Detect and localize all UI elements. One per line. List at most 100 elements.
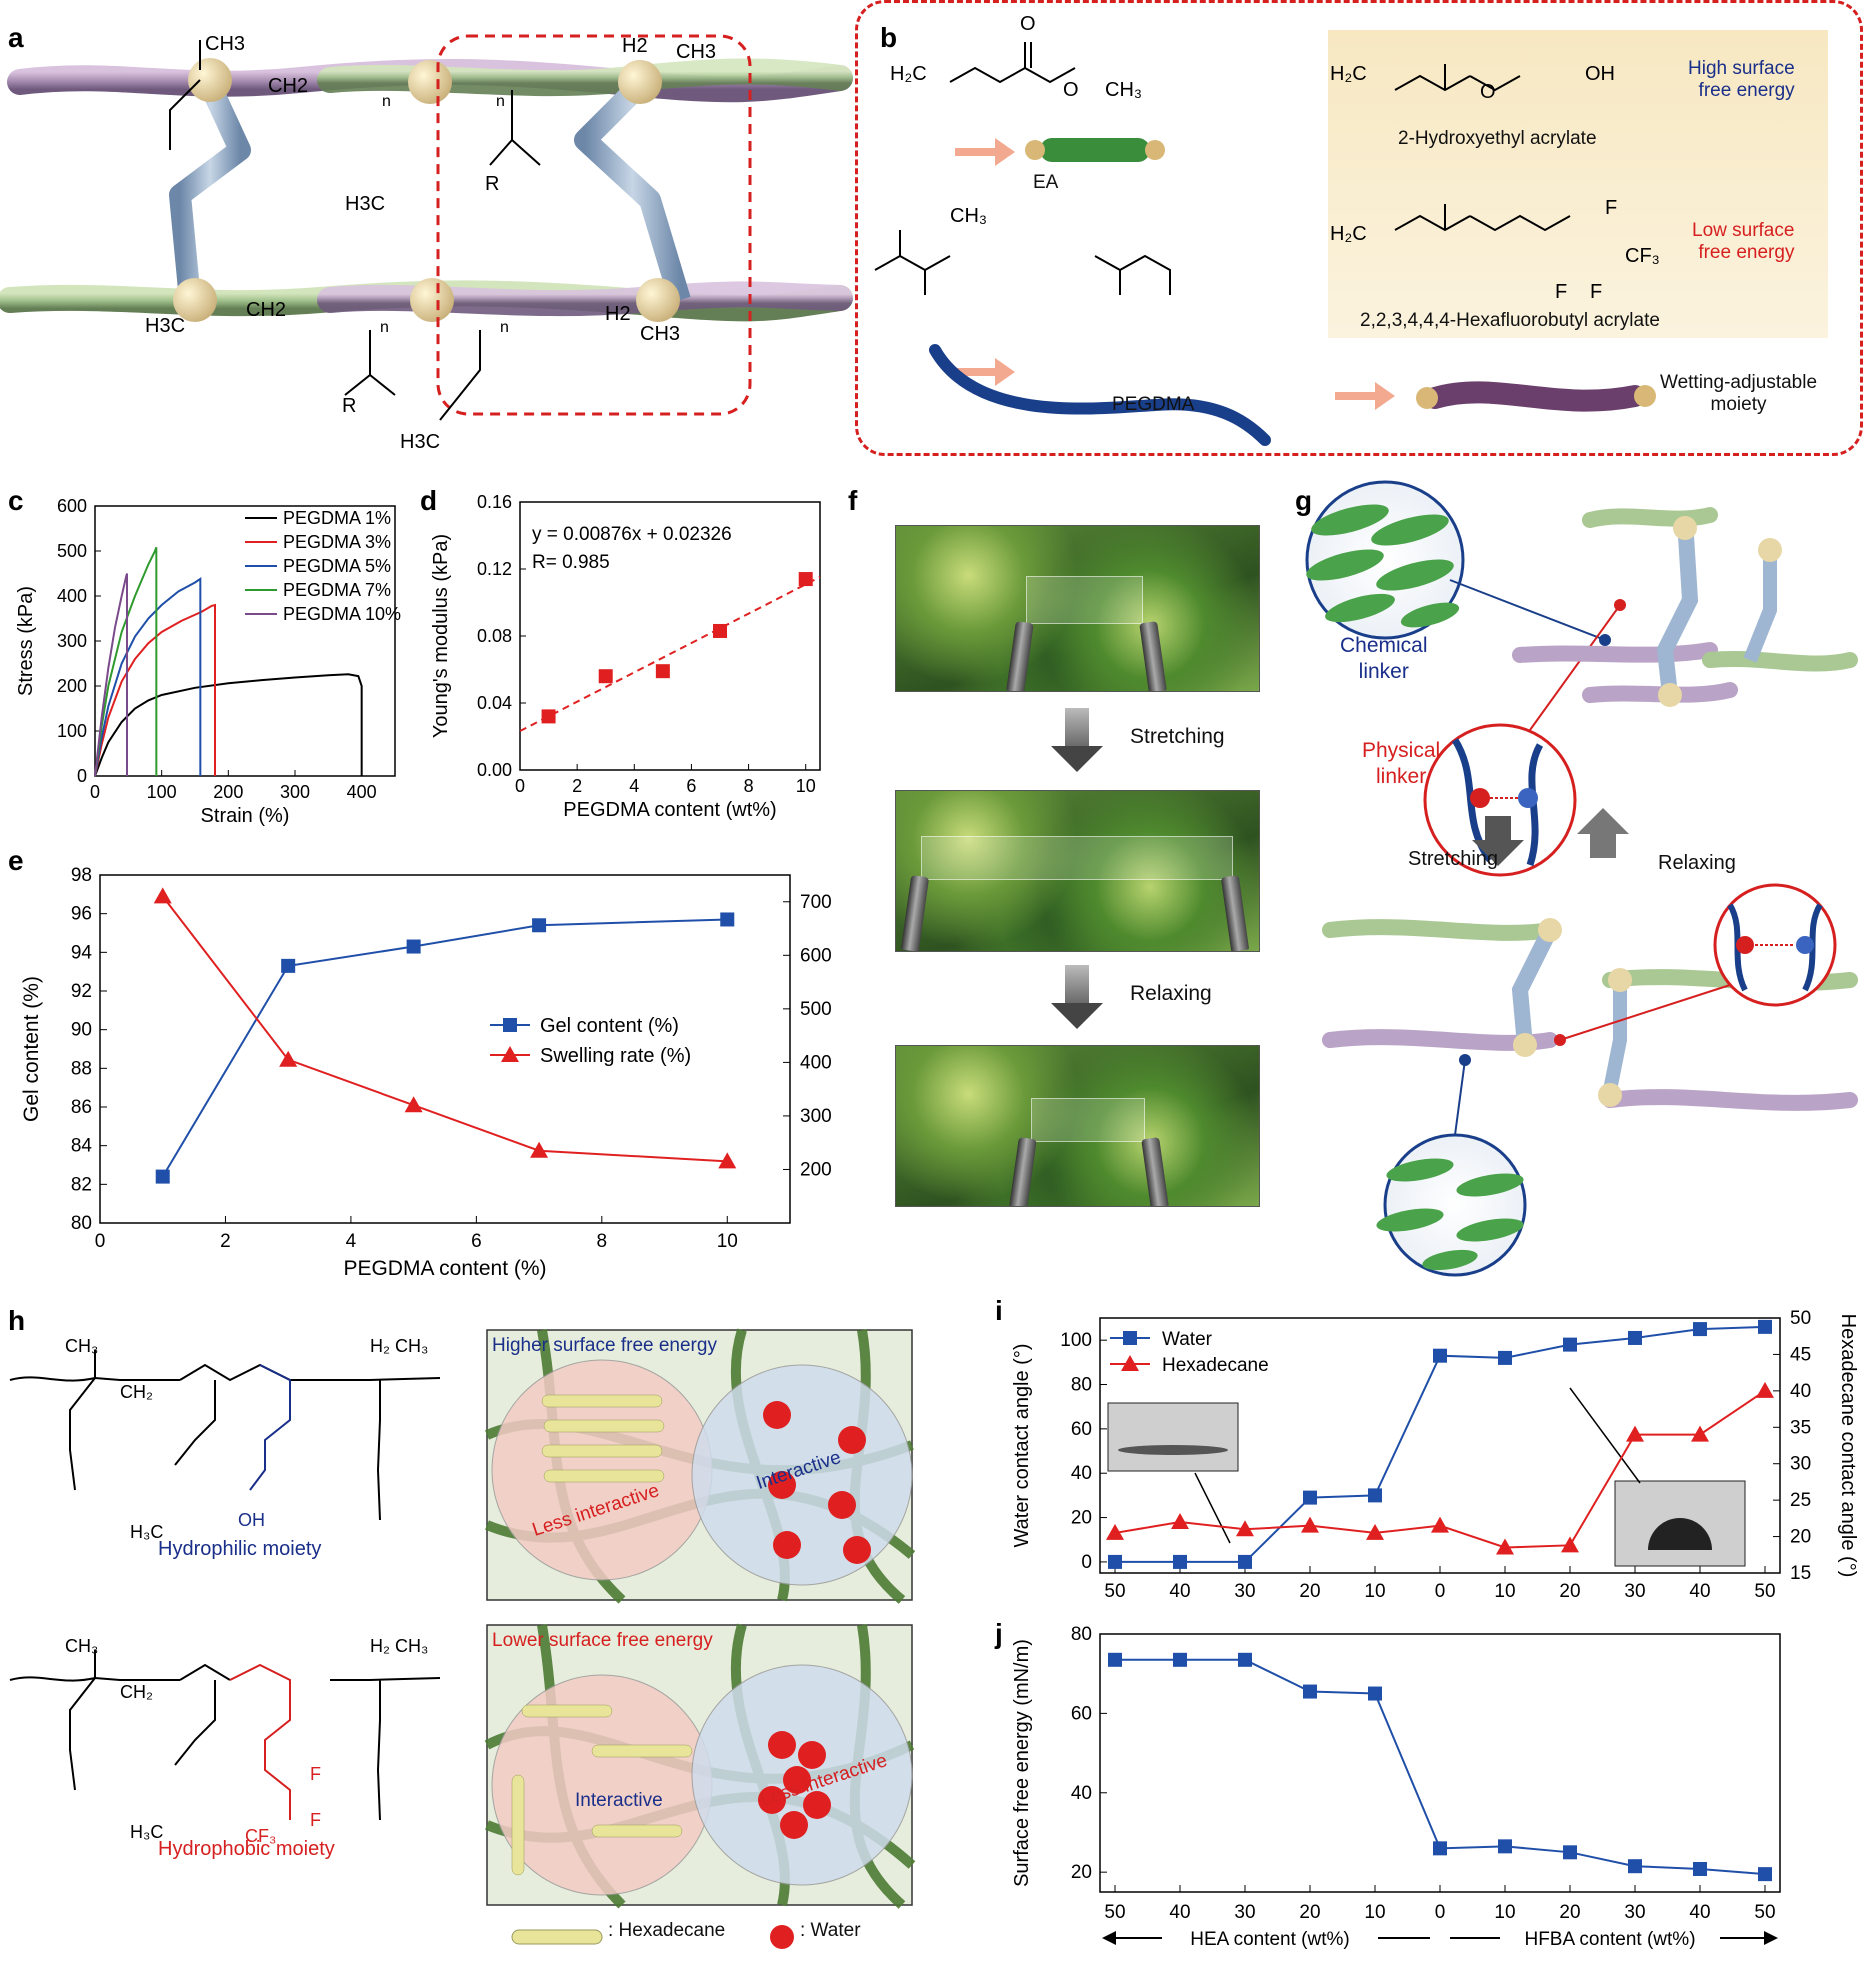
chem-label: CH₂	[120, 1382, 153, 1402]
node	[618, 60, 662, 104]
y2-tick-label: 25	[1790, 1490, 1811, 1511]
x-tick-label: 2	[220, 1231, 231, 1252]
arrow-right-icon	[955, 138, 1015, 166]
y-tick-label: 84	[71, 1136, 93, 1157]
data-point	[1758, 1867, 1772, 1882]
y2-axis-label: Hexadecane contact angle (°)	[1837, 1314, 1859, 1578]
data-point	[281, 958, 296, 973]
label-h2: H2	[622, 35, 648, 57]
legend-label: Gel content (%)	[540, 1015, 679, 1037]
x-tick-label: 4	[629, 776, 639, 796]
label-n: n	[382, 93, 391, 110]
y-tick-label: 82	[71, 1174, 92, 1195]
data-point	[1238, 1652, 1252, 1667]
chem-label: CH₂	[120, 1682, 153, 1702]
bottom-chain-purple	[317, 281, 853, 317]
chem-label: CF₃	[245, 1826, 276, 1846]
y-tick-label: 300	[57, 631, 87, 651]
data-point	[1173, 1554, 1187, 1569]
chart-stress-strain: 0 100 200 300 400 0 100 200 300 400 500 600 Strain (…	[15, 496, 401, 827]
x-tick-label: 10	[796, 776, 816, 796]
series-line	[94, 673, 363, 777]
x-tick-label: 40	[1169, 1581, 1190, 1602]
y-tick-label: 80	[1071, 1624, 1092, 1645]
y2-tick-label: 30	[1790, 1454, 1811, 1475]
panel-label-e: e	[8, 845, 24, 876]
wetting-illustration	[484, 1328, 916, 1949]
y2-tick-label: 500	[800, 999, 832, 1020]
arrow-stem	[1065, 708, 1089, 748]
stretching-label-g: Stretching	[1408, 848, 1499, 870]
arrow-right-icon	[955, 358, 1015, 386]
chem-label: F	[1555, 281, 1567, 303]
y2-tick-label: 40	[1790, 1381, 1811, 1402]
y-axis-label: Surface free energy (mN/m)	[1011, 1639, 1033, 1887]
x-tick-label: 10	[1364, 1902, 1385, 1923]
data-point	[1693, 1322, 1707, 1337]
stretching-label-f: Stretching	[1130, 725, 1225, 748]
x-tick-label: 20	[1299, 1902, 1320, 1923]
y-tick-label: 88	[71, 1058, 92, 1079]
y-tick-label: 0	[1081, 1552, 1092, 1573]
y2-tick-label: 45	[1790, 1344, 1811, 1365]
label-h3c: H3C	[345, 193, 385, 215]
interactive-zone	[691, 1364, 913, 1586]
interactive-label-lower: Interactive	[575, 1790, 663, 1811]
legend-label: PEGDMA 7%	[283, 580, 391, 600]
inset-water-spread-image	[1107, 1402, 1239, 1472]
x-tick-label: 8	[597, 1231, 608, 1252]
data-point	[1238, 1554, 1252, 1569]
chem-label: CH₃	[65, 1336, 98, 1356]
data-point	[720, 912, 735, 927]
label-backdrop	[1162, 1926, 1378, 1950]
data-point	[1108, 1554, 1122, 1569]
network-schematic: CH3 CH2 n n H2 CH3 R H3C H3C CH2 n n H2 …	[0, 33, 853, 453]
wetting-moiety-label: Wetting-adjustable moiety	[1660, 372, 1818, 415]
chem-label: CF₃	[1625, 245, 1660, 267]
data-point	[1498, 1350, 1512, 1365]
data-point	[1756, 1381, 1774, 1398]
panel-label-i: i	[995, 1295, 1003, 1326]
data-point	[1498, 1839, 1512, 1854]
chart-gel-swelling: 0 2 4 6 8 10 80 82 84 86 88 90 92 94 96 98 200 300 400 500 6…	[20, 865, 832, 1280]
chemical-linker-label: Chemical linker	[1340, 634, 1428, 683]
data-point	[1301, 1516, 1319, 1533]
y-tick-label: 600	[57, 496, 87, 516]
y-tick-label: 0.04	[477, 693, 512, 713]
label-backdrop	[1500, 1926, 1720, 1950]
chem-label: CH₃	[65, 1636, 98, 1656]
hexadecane-legend-icon	[511, 1929, 603, 1945]
data-point	[1758, 1319, 1772, 1334]
x-tick-label: 400	[347, 782, 377, 802]
y-tick-label: 80	[71, 1213, 92, 1234]
y-tick-label: 98	[71, 865, 92, 886]
x-axis-label: PEGDMA content (wt%)	[563, 799, 776, 821]
legend-label: PEGDMA 10%	[283, 604, 401, 624]
x-tick-label: 20	[1559, 1902, 1580, 1923]
chart-surface-energy: 50 40 30 20 10 0 10 20 30 40 50 20 40 60 80 Surface fre…	[1011, 1624, 1781, 1950]
y2-tick-label: 35	[1790, 1417, 1811, 1438]
data-point	[1368, 1686, 1382, 1701]
panel-label-a: a	[8, 22, 24, 53]
y-tick-label: 92	[71, 981, 92, 1002]
chem-label: H₃C	[130, 1822, 163, 1842]
chem-label: H₂C	[1330, 223, 1367, 245]
data-point	[530, 1141, 549, 1158]
data-point	[1693, 1861, 1707, 1876]
y-axis-label: Gel content (%)	[20, 976, 43, 1122]
y-tick-label: 0.08	[477, 626, 512, 646]
label-ch3: CH3	[676, 41, 716, 63]
chart-youngs-modulus: 0 2 4 6 8 10 0.00 0.04 0.08 0.12 0.16 PEGDMA conten…	[430, 492, 821, 821]
x-tick-label: 20	[1299, 1581, 1320, 1602]
y-tick-label: 500	[57, 541, 87, 561]
x-tick-label: 30	[1624, 1902, 1645, 1923]
x-tick-label: 40	[1169, 1902, 1190, 1923]
chem-label: H₂ CH₃	[370, 1636, 428, 1656]
x-tick-label: 10	[1494, 1581, 1515, 1602]
x-tick-label: 30	[1234, 1902, 1255, 1923]
data-point	[404, 1096, 423, 1113]
panel-label-h: h	[8, 1305, 26, 1336]
panel-label-d: d	[420, 485, 438, 516]
data-point	[655, 664, 670, 679]
hydrophilic-label: Hydrophilic moiety	[158, 1538, 322, 1560]
